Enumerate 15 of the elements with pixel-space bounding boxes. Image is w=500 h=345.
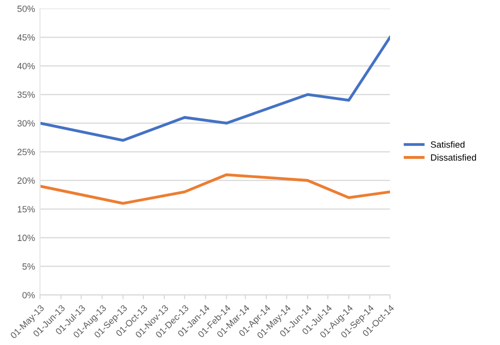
legend-label: Satisfied [430,141,464,148]
y-tick-label: 50% [17,6,35,12]
y-tick-label: 40% [17,62,35,70]
legend-label: Dissatisfied [431,154,476,161]
y-tick-label: 35% [17,91,35,98]
y-tick-label: 5% [22,263,35,270]
y-tick-label: 25% [18,148,35,156]
line-series [40,173,390,205]
y-tick-label: 20% [18,177,35,184]
y-tick-label: 30% [17,120,35,127]
y-tick-label: 45% [17,34,35,41]
line-series [40,36,390,142]
y-tick-label: 15% [18,206,35,212]
y-tick-label: 0% [22,292,35,298]
y-tick-label: 10% [18,234,35,242]
